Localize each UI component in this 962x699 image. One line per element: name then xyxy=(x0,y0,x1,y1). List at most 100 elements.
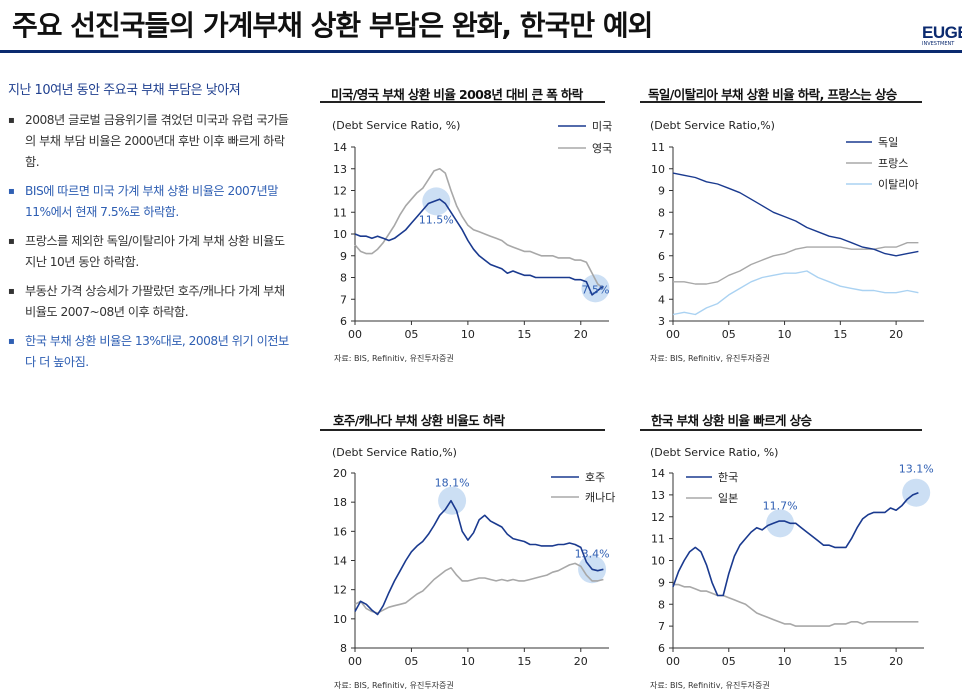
chart-source: 자료: BIS, Refinitiv, 유진투자증권 xyxy=(334,354,454,363)
chart-title-rule xyxy=(640,101,922,103)
y-tick-label: 6 xyxy=(658,642,665,655)
series-line-일본 xyxy=(673,583,919,627)
x-tick-label: 15 xyxy=(517,655,531,668)
x-tick-label: 05 xyxy=(404,328,418,341)
y-tick-label: 10 xyxy=(333,613,347,626)
bullet-text: 프랑스를 제외한 독일/이탈리아 가계 부채 상환 비율도 지난 10년 동안 … xyxy=(25,234,285,269)
y-axis-label: (Debt Service Ratio, %) xyxy=(332,119,460,132)
y-tick-label: 14 xyxy=(333,555,347,568)
series-line-이탈리아 xyxy=(672,270,919,316)
chart-title-de-it-fr: 독일/이탈리아 부채 상환 비율 하락, 프랑스는 상승 xyxy=(648,87,897,102)
y-tick-label: 14 xyxy=(333,141,347,154)
y-tick-label: 6 xyxy=(340,315,347,328)
y-tick-label: 7 xyxy=(340,293,347,306)
y-tick-label: 5 xyxy=(658,272,665,285)
legend-label: 한국 xyxy=(718,471,738,484)
y-tick-label: 18 xyxy=(333,496,347,509)
x-tick-label: 10 xyxy=(461,655,475,668)
y-tick-label: 8 xyxy=(340,272,347,285)
x-tick-label: 05 xyxy=(404,655,418,668)
bullet-text: BIS에 따르면 미국 가계 부채 상환 비율은 2007년말 11%에서 현재… xyxy=(25,184,278,219)
chart-au-ca: (Debt Service Ratio,%) 8 10 12 14 16 18 20 00 05 1… xyxy=(332,446,615,668)
bullet-marker-icon: ▪ xyxy=(8,286,15,297)
y-tick-label: 9 xyxy=(658,185,665,198)
bullet-marker-icon: ▪ xyxy=(8,336,15,347)
x-tick-label: 00 xyxy=(348,655,362,668)
data-label: 13.1% xyxy=(899,463,934,476)
chart-us-uk: (Debt Service Ratio, %) 6 7 8 9 10 11 12 13 14 00 0… xyxy=(332,119,612,341)
y-tick-label: 11 xyxy=(651,141,665,154)
legend-label: 미국 xyxy=(592,120,612,133)
legend-label: 이탈리아 xyxy=(878,178,918,191)
bullet-marker-icon: ▪ xyxy=(8,236,15,247)
chart-source: 자료: BIS, Refinitiv, 유진투자증권 xyxy=(650,354,770,363)
y-tick-label: 16 xyxy=(333,525,347,538)
y-tick-label: 13 xyxy=(651,489,665,502)
legend-label: 일본 xyxy=(718,491,738,505)
summary-bullet: ▪ 2008년 글로벌 금융위기를 겪었던 미국과 유럽 국가들의 부채 부담 비… xyxy=(8,110,298,173)
chart-title-kr-jp: 한국 부채 상환 비율 빠르게 상승 xyxy=(651,413,812,428)
data-label: 18.1% xyxy=(435,477,470,490)
legend-label: 프랑스 xyxy=(878,157,908,170)
x-tick-label: 10 xyxy=(778,328,792,341)
chart-title-rule xyxy=(640,429,922,431)
series-line-영국 xyxy=(354,167,604,290)
x-tick-label: 20 xyxy=(574,328,588,341)
legend-label: 캐나다 xyxy=(585,491,615,504)
y-tick-label: 7 xyxy=(658,228,665,241)
x-tick-label: 05 xyxy=(722,655,736,668)
highlight-bubble xyxy=(581,274,610,303)
summary-bullet: ▪ 한국 부채 상환 비율은 13%대로, 2008년 위기 이전보다 더 높아짐… xyxy=(8,331,298,373)
y-axis-label: (Debt Service Ratio,%) xyxy=(332,446,457,459)
y-axis-label: (Debt Service Ratio,%) xyxy=(650,119,775,132)
chart-title-us-uk: 미국/영국 부채 상환 비율 2008년 대비 큰 폭 하락 xyxy=(331,87,583,102)
series-line-미국 xyxy=(354,198,604,296)
y-tick-label: 9 xyxy=(340,250,347,263)
legend-label: 호주 xyxy=(585,471,605,484)
summary-bullet: ▪ 부동산 가격 상승세가 가팔랐던 호주/캐나다 가계 부채 비율도 2007~… xyxy=(8,281,298,323)
y-tick-label: 14 xyxy=(651,467,665,480)
summary-bullet: ▪ 프랑스를 제외한 독일/이탈리아 가계 부채 상환 비율도 지난 10년 동안… xyxy=(8,231,298,273)
y-axis-label: (Debt Service Ratio, %) xyxy=(650,446,778,459)
brand-logo: EUGE INVESTMENT xyxy=(922,24,962,48)
bullet-text: 2008년 글로벌 금융위기를 겪었던 미국과 유럽 국가들의 부채 부담 비율… xyxy=(25,113,289,169)
bullet-text: 한국 부채 상환 비율은 13%대로, 2008년 위기 이전보다 더 높아짐. xyxy=(25,334,289,369)
y-tick-label: 11 xyxy=(651,533,665,546)
y-tick-label: 10 xyxy=(333,228,347,241)
bullet-text: 부동산 가격 상승세가 가팔랐던 호주/캐나다 가계 부채 비율도 2007~0… xyxy=(25,284,285,319)
y-tick-label: 11 xyxy=(333,206,347,219)
x-tick-label: 00 xyxy=(348,328,362,341)
x-tick-label: 10 xyxy=(461,328,475,341)
highlight-bubble xyxy=(902,478,931,507)
series-line-독일 xyxy=(672,172,919,257)
y-tick-label: 7 xyxy=(658,620,665,633)
y-tick-label: 8 xyxy=(658,206,665,219)
summary-heading: 지난 10여년 동안 주요국 부채 부담은 낮아져 xyxy=(8,83,241,98)
y-tick-label: 10 xyxy=(651,555,665,568)
x-tick-label: 10 xyxy=(778,655,792,668)
series-line-캐나다 xyxy=(354,562,604,614)
y-tick-label: 9 xyxy=(658,576,665,589)
x-tick-label: 20 xyxy=(889,655,903,668)
x-tick-label: 15 xyxy=(833,655,847,668)
y-tick-label: 12 xyxy=(651,511,665,524)
x-tick-label: 15 xyxy=(833,328,847,341)
series-line-프랑스 xyxy=(673,241,919,285)
series-line-한국 xyxy=(672,491,919,597)
data-label: 7.5% xyxy=(581,283,609,296)
x-tick-label: 15 xyxy=(517,328,531,341)
y-tick-label: 8 xyxy=(340,642,347,655)
chart-title-rule xyxy=(320,101,605,103)
y-tick-label: 12 xyxy=(333,185,347,198)
data-label: 11.5% xyxy=(419,213,454,226)
data-label: 13.4% xyxy=(575,547,610,560)
y-tick-label: 12 xyxy=(333,584,347,597)
series-line-호주 xyxy=(354,499,604,616)
y-tick-label: 10 xyxy=(651,163,665,176)
legend-label: 영국 xyxy=(592,142,612,155)
page-title: 주요 선진국들의 가계부채 상환 부담은 완화, 한국만 예외 xyxy=(12,9,653,42)
x-tick-label: 20 xyxy=(574,655,588,668)
y-tick-label: 13 xyxy=(333,163,347,176)
bullet-marker-icon: ▪ xyxy=(8,186,15,197)
x-tick-label: 00 xyxy=(666,328,680,341)
